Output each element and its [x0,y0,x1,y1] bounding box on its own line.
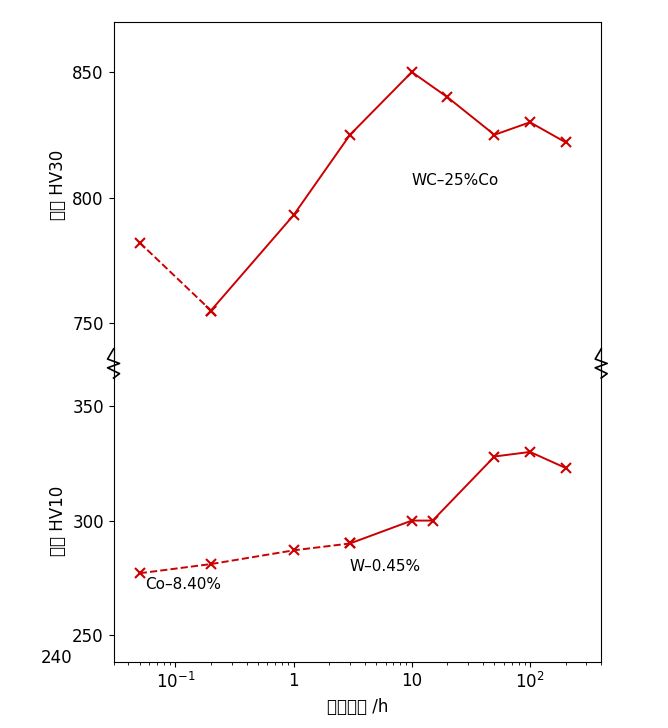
Text: WC–25%Co: WC–25%Co [411,173,499,188]
Y-axis label: 硬度 HV10: 硬度 HV10 [49,486,67,555]
Text: W–0.45%: W–0.45% [350,559,421,574]
Text: 240: 240 [41,649,72,667]
Text: Co–8.40%: Co–8.40% [145,577,220,593]
Y-axis label: 硬度 HV30: 硬度 HV30 [49,150,67,220]
X-axis label: 时效时间 /h: 时效时间 /h [327,698,388,716]
